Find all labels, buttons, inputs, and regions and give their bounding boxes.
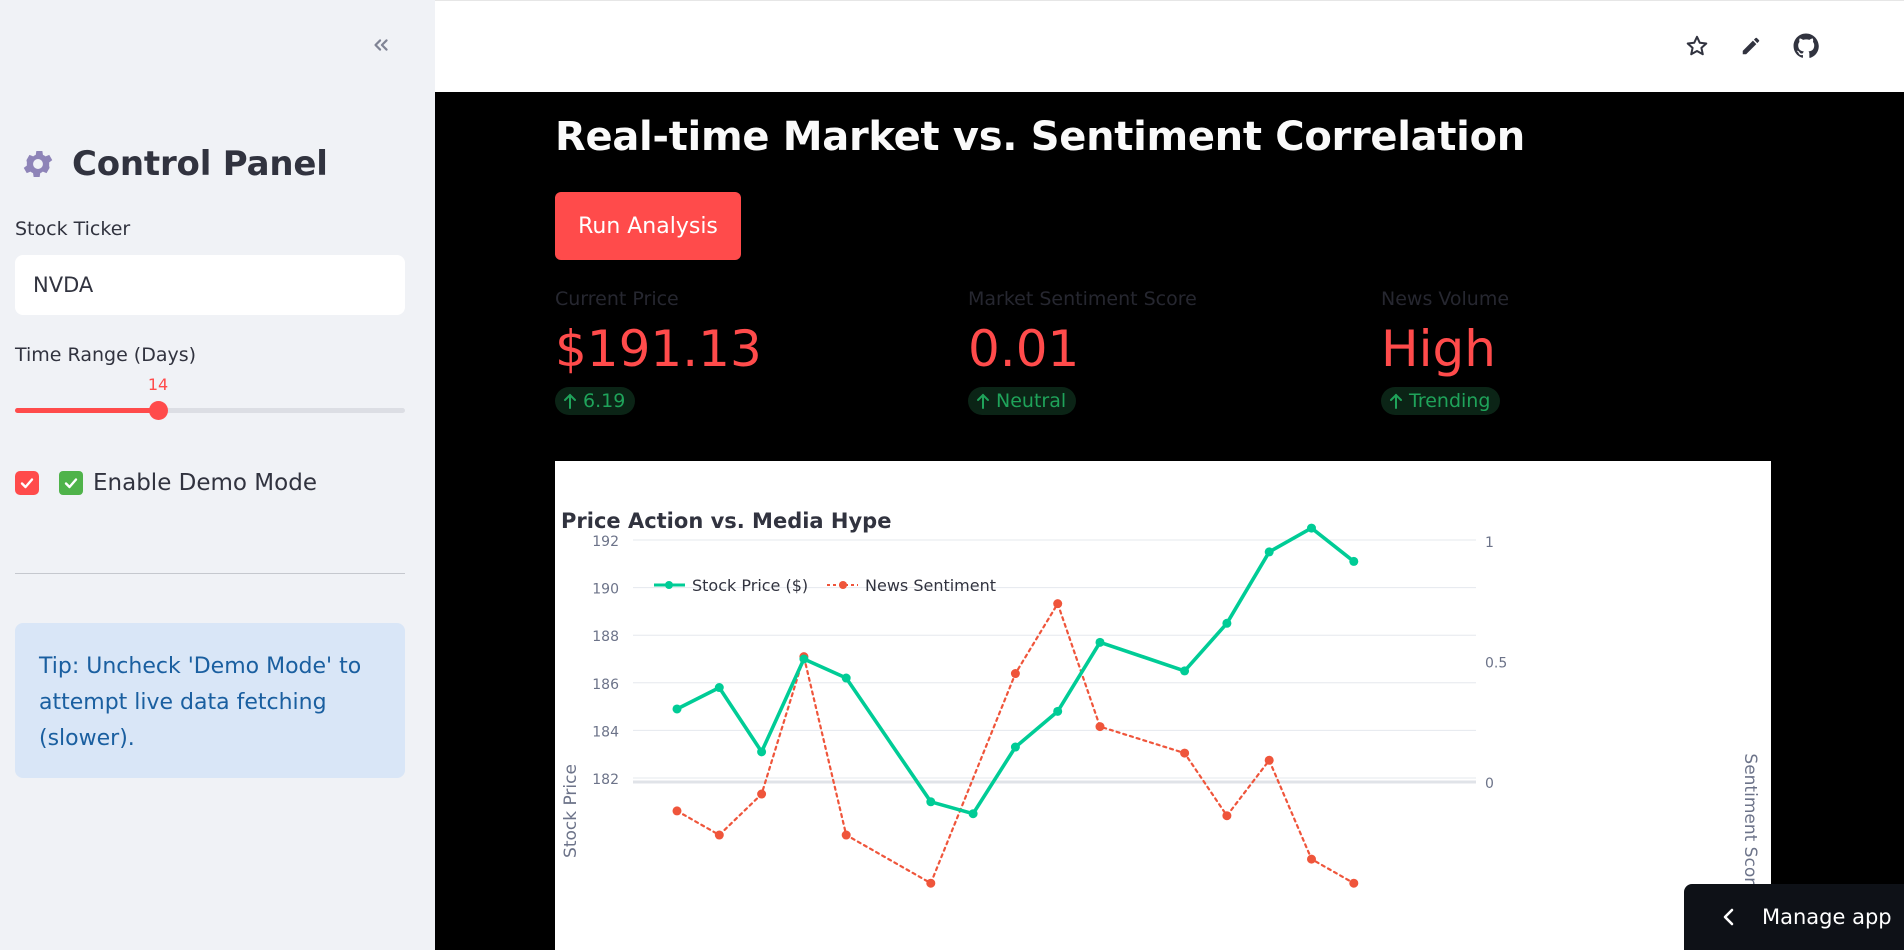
price-point — [968, 809, 978, 819]
star-button[interactable] — [1682, 31, 1712, 61]
y-tick-label: 184 — [592, 724, 619, 740]
metric-label: News Volume — [1381, 288, 1510, 310]
legend-marker-sentiment — [839, 581, 847, 589]
price-point — [1264, 547, 1274, 557]
demo-mode-checkbox[interactable] — [15, 471, 39, 495]
sentiment-point — [1264, 755, 1274, 765]
range-slider-fill — [15, 408, 159, 413]
sentiment-point — [1222, 811, 1232, 821]
price-point — [1307, 523, 1316, 533]
legend-label-price: Stock Price ($) — [692, 576, 808, 595]
metric-label: Market Sentiment Score — [968, 288, 1197, 310]
collapse-sidebar-button[interactable] — [366, 30, 396, 60]
y-tick-label: 182 — [592, 772, 619, 788]
price-point — [799, 654, 809, 664]
sidebar: Control Panel Stock Ticker Time Range (D… — [0, 0, 435, 950]
ticker-label: Stock Ticker — [15, 218, 131, 240]
manage-app-label: Manage app — [1762, 905, 1892, 929]
demo-mode-row: Enable Demo Mode — [15, 470, 317, 496]
metric-delta: 6.19 — [555, 387, 636, 415]
page-title: Real-time Market vs. Sentiment Correlati… — [555, 114, 1525, 160]
y-axis-title: Stock Price — [561, 764, 581, 858]
edit-button[interactable] — [1736, 31, 1766, 61]
price-point — [1095, 637, 1105, 647]
chart-card: 182 184 186 188 190 192 0 0.5 1 Price Action vs. … — [555, 461, 1771, 950]
range-slider-value: 14 — [147, 375, 169, 394]
price-point — [1010, 742, 1020, 752]
double-chevron-left-icon — [374, 39, 388, 51]
metric-current-price: Current Price $191.13 6.19 — [555, 288, 762, 415]
arrow-up-icon — [564, 393, 576, 409]
sentiment-point — [1180, 748, 1190, 758]
sentiment-point — [1095, 722, 1105, 732]
sidebar-title: Control Panel — [18, 144, 328, 184]
demo-mode-label: Enable Demo Mode — [93, 470, 317, 496]
star-icon — [1686, 35, 1708, 56]
app-header — [435, 0, 1904, 92]
price-point — [1180, 666, 1190, 676]
sentiment-point — [841, 830, 851, 840]
y2-tick-label: 0.5 — [1485, 656, 1507, 672]
metric-delta-text: 6.19 — [583, 390, 626, 412]
metric-delta: Neutral — [968, 387, 1077, 415]
metric-delta-text: Neutral — [996, 390, 1067, 412]
chevron-left-icon — [1723, 908, 1734, 926]
y2-tick-label: 0 — [1485, 776, 1494, 792]
y-tick-label: 186 — [592, 677, 619, 693]
gear-icon — [18, 144, 58, 184]
price-point — [1053, 706, 1063, 716]
legend-label-sentiment: News Sentiment — [865, 576, 996, 595]
price-point — [757, 747, 767, 757]
sentiment-point — [926, 878, 936, 888]
legend-marker-price — [665, 581, 673, 589]
sidebar-divider — [15, 573, 405, 574]
sidebar-title-text: Control Panel — [72, 144, 328, 184]
sentiment-point — [1053, 599, 1063, 609]
sentiment-line — [675, 602, 1355, 885]
github-button[interactable] — [1791, 31, 1821, 61]
manage-app-button[interactable]: Manage app — [1684, 884, 1904, 950]
price-point — [926, 797, 936, 807]
arrow-up-icon — [977, 393, 989, 409]
price-sentiment-chart: 182 184 186 188 190 192 0 0.5 1 Price Action vs. … — [561, 509, 1760, 950]
check-mark-icon — [59, 471, 83, 495]
metric-value: $191.13 — [555, 320, 762, 378]
price-point — [841, 673, 851, 683]
sentiment-point — [757, 789, 767, 799]
price-point — [672, 704, 682, 714]
metric-sentiment-score: Market Sentiment Score 0.01 Neutral — [968, 288, 1197, 415]
ticker-input[interactable] — [15, 255, 405, 315]
price-point — [714, 683, 724, 693]
arrow-up-icon — [1390, 393, 1402, 409]
github-icon — [1793, 33, 1819, 58]
range-label: Time Range (Days) — [15, 344, 197, 366]
sentiment-point — [1307, 854, 1316, 864]
metric-news-volume: News Volume High Trending — [1381, 288, 1509, 415]
metric-delta-text: Trending — [1409, 390, 1491, 412]
price-point — [1349, 556, 1359, 566]
y-tick-label: 192 — [592, 534, 619, 550]
sentiment-point — [1010, 669, 1020, 679]
metric-delta: Trending — [1381, 387, 1501, 415]
run-analysis-button[interactable]: Run Analysis — [555, 192, 741, 260]
y-tick-label: 188 — [592, 629, 619, 645]
metric-value: High — [1381, 320, 1496, 378]
sentiment-point — [1349, 878, 1359, 888]
sentiment-point — [672, 806, 682, 816]
chart-title: Price Action vs. Media Hype — [561, 509, 891, 533]
metric-label: Current Price — [555, 288, 679, 310]
sentiment-point — [714, 830, 724, 840]
range-slider-thumb[interactable] — [149, 401, 169, 420]
tip-info-box: Tip: Uncheck 'Demo Mode' to attempt live… — [15, 623, 405, 778]
price-point — [1222, 618, 1232, 628]
metric-value: 0.01 — [968, 320, 1080, 378]
range-slider[interactable] — [15, 401, 405, 420]
y-tick-label: 190 — [592, 582, 619, 598]
pencil-icon — [1742, 37, 1760, 55]
y2-tick-label: 1 — [1485, 535, 1494, 551]
